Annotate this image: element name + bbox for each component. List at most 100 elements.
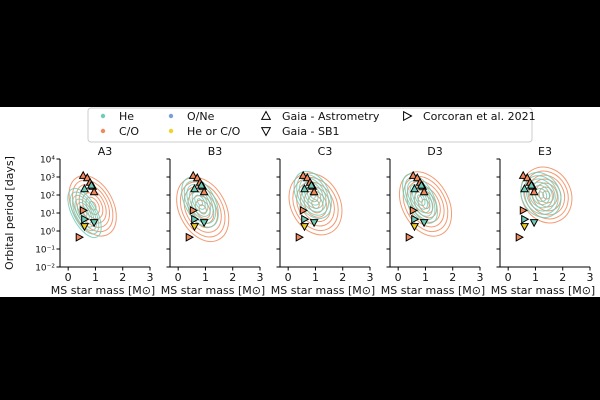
co-contour — [68, 175, 117, 237]
legend-label: Gaia - SB1 — [282, 125, 340, 138]
x-tick-label: 1 — [202, 271, 209, 284]
panel-title: A3 — [98, 145, 113, 158]
legend-marker — [403, 110, 413, 122]
observation-marker — [89, 186, 99, 196]
x-axis-label: MS star mass [M⊙] — [381, 284, 485, 297]
x-tick-label: 2 — [559, 271, 566, 284]
legend-marker — [100, 113, 106, 119]
x-tick-label: 0 — [175, 271, 182, 284]
he-contour — [520, 171, 562, 219]
legend-label: Corcoran et al. 2021 — [423, 110, 536, 123]
observation-marker — [199, 219, 209, 228]
figure: He C/O O/Ne He or C/O Gaia - Astrometry Gaia … — [0, 107, 600, 297]
observation-marker — [302, 172, 312, 182]
y-tick-label: 10⁰ — [40, 228, 55, 238]
observation-marker — [529, 219, 539, 228]
legend-label: He or C/O — [187, 125, 241, 138]
x-axis-label: MS star mass [M⊙] — [271, 284, 375, 297]
he-contour — [181, 176, 219, 228]
x-tick-label: 2 — [449, 271, 456, 284]
panel-title: D3 — [427, 145, 442, 158]
observation-marker — [189, 205, 199, 215]
observation-marker — [522, 172, 532, 182]
legend-marker — [260, 110, 272, 120]
legend-entry: He — [100, 110, 134, 123]
he-contour — [194, 194, 206, 210]
legend-label: C/O — [119, 125, 139, 138]
x-tick-label: 1 — [532, 271, 539, 284]
observation-marker — [419, 186, 429, 196]
panel-title: C3 — [318, 145, 333, 158]
legend-entry: Corcoran et al. 2021 — [403, 110, 536, 123]
panel-title: E3 — [538, 145, 552, 158]
he-contour — [523, 175, 559, 215]
legend-entry: He or C/O — [168, 125, 241, 138]
observation-marker — [301, 214, 310, 224]
x-tick-label: 2 — [339, 271, 346, 284]
x-axis-label: MS star mass [M⊙] — [491, 284, 595, 297]
y-tick-label: 10⁴ — [40, 156, 55, 166]
legend-marker — [168, 113, 174, 119]
observation-marker — [79, 205, 89, 215]
panel: A3 0 1 2 3 10⁻² 10⁰ 10² 10⁴ 10⁻¹ 10¹ 10³ MS star mas… — [35, 145, 155, 297]
observation-marker — [199, 186, 209, 196]
observation-marker — [410, 223, 420, 232]
x-tick-label: 0 — [65, 271, 72, 284]
observation-marker — [190, 183, 200, 193]
he-contour — [76, 201, 93, 225]
y-axis-label: Orbital period [days] — [3, 156, 16, 270]
observation-marker — [515, 232, 524, 242]
legend-entry: C/O — [100, 125, 139, 138]
x-tick-label: 3 — [477, 271, 484, 284]
observation-marker — [191, 214, 200, 224]
observation-marker — [80, 183, 90, 193]
observation-marker — [309, 186, 319, 196]
panel-contours — [520, 166, 573, 224]
observation-marker — [520, 183, 530, 193]
observation-marker — [410, 183, 420, 193]
x-axis-label: MS star mass [M⊙] — [51, 284, 155, 297]
observation-marker — [526, 180, 536, 189]
legend-label: O/Ne — [187, 110, 215, 123]
legend-frame — [87, 107, 533, 143]
panels: A3 0 1 2 3 10⁻² 10⁰ 10² 10⁴ 10⁻¹ 10¹ 10³ MS star mas… — [35, 145, 595, 297]
observation-marker — [192, 172, 202, 182]
observation-marker — [411, 214, 420, 224]
panel: B3 0 1 2 3MS star mass [M⊙] — [161, 145, 265, 297]
he-contour — [72, 194, 97, 232]
he-contour — [196, 198, 204, 207]
co-contour — [183, 185, 222, 233]
observation-marker — [86, 180, 96, 189]
legend-marker — [168, 128, 174, 134]
observation-marker — [190, 223, 200, 232]
observation-marker — [78, 170, 88, 179]
observation-marker — [529, 186, 539, 196]
legend-entry: Gaia - Astrometry — [260, 110, 380, 123]
he-contour — [301, 181, 324, 209]
x-tick-label: 3 — [257, 271, 264, 284]
panel-contours — [176, 176, 230, 243]
legend-label: Gaia - Astrometry — [282, 110, 380, 123]
observation-marker — [518, 170, 528, 179]
observation-marker — [416, 180, 426, 189]
x-tick-label: 3 — [147, 271, 154, 284]
he-contour — [293, 170, 332, 220]
observation-marker — [306, 180, 316, 189]
co-contour — [307, 194, 324, 214]
panel: C3 0 1 2 3MS star mass [M⊙] — [271, 145, 375, 297]
co-contour — [179, 181, 226, 238]
legend-entry: O/Ne — [168, 110, 215, 123]
legend: He C/O O/Ne He or C/O Gaia - Astrometry Gaia … — [87, 107, 536, 143]
observation-marker — [519, 205, 529, 215]
x-tick-label: 2 — [119, 271, 126, 284]
observation-marker — [196, 180, 206, 189]
x-tick-label: 2 — [229, 271, 236, 284]
he-contour — [67, 187, 102, 239]
co-contour — [520, 166, 573, 224]
observation-marker — [408, 170, 418, 179]
observation-marker — [405, 232, 414, 242]
he-contour — [402, 173, 438, 224]
he-contour — [417, 194, 423, 203]
y-tick-label: 10¹ — [40, 210, 55, 220]
he-contour — [69, 191, 100, 235]
